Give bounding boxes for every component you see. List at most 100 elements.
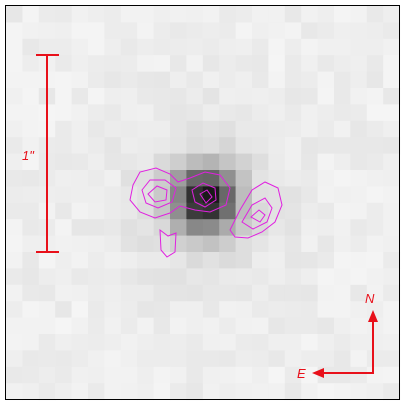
pixel [6, 153, 23, 171]
pixel [350, 317, 368, 335]
pixel [170, 334, 187, 351]
pixel [252, 55, 269, 73]
pixel [71, 317, 89, 335]
pixel [301, 153, 319, 171]
pixel [334, 170, 351, 187]
pixel [55, 6, 73, 23]
pixel [334, 219, 351, 237]
pixel [6, 268, 23, 286]
pixel [219, 88, 237, 105]
pixel [350, 284, 368, 302]
pixel [235, 219, 253, 237]
pixel [153, 301, 171, 319]
pixel [38, 22, 56, 40]
pixel [202, 71, 220, 89]
contour [241, 197, 273, 230]
pixel [268, 317, 286, 335]
pixel [219, 268, 237, 286]
pixel [22, 170, 40, 187]
pixel [88, 186, 105, 204]
pixel [22, 153, 40, 171]
pixel [317, 383, 335, 401]
pixel [334, 137, 351, 155]
pixel [252, 334, 269, 351]
pixel [120, 170, 138, 187]
pixel [284, 202, 302, 220]
pixel [301, 137, 319, 155]
pixel [383, 219, 401, 237]
pixel [317, 6, 335, 23]
pixel [120, 202, 138, 220]
pixel [268, 88, 286, 105]
pixel [6, 137, 23, 155]
pixel [219, 6, 237, 23]
pixel [55, 55, 73, 73]
pixel [317, 202, 335, 220]
pixel [284, 334, 302, 351]
pixel [366, 186, 384, 204]
pixel [219, 55, 237, 73]
pixel [153, 38, 171, 56]
pixel [350, 252, 368, 269]
pixel [6, 22, 23, 40]
pixel [383, 22, 401, 40]
pixel [301, 202, 319, 220]
pixel [104, 268, 122, 286]
pixel [366, 334, 384, 351]
pixel [235, 252, 253, 269]
pixel [202, 88, 220, 105]
pixel [137, 55, 155, 73]
pixel [104, 252, 122, 269]
pixel [71, 366, 89, 384]
pixel [366, 268, 384, 286]
pixel [104, 186, 122, 204]
pixel [235, 22, 253, 40]
pixel [55, 104, 73, 122]
pixel [252, 6, 269, 23]
pixel [55, 268, 73, 286]
pixel [252, 38, 269, 56]
pixel [219, 235, 237, 253]
pixel [350, 104, 368, 122]
pixel [383, 301, 401, 319]
pixel [219, 366, 237, 384]
pixel [284, 350, 302, 368]
pixel [284, 88, 302, 105]
pixel [71, 71, 89, 89]
pixel [235, 88, 253, 105]
pixel [88, 334, 105, 351]
pixel [284, 137, 302, 155]
pixel [22, 284, 40, 302]
contour [229, 181, 283, 239]
pixel [38, 317, 56, 335]
pixel [104, 350, 122, 368]
pixel [186, 317, 204, 335]
pixel [284, 317, 302, 335]
pixel [6, 55, 23, 73]
pixel [22, 350, 40, 368]
pixel [268, 71, 286, 89]
pixel [137, 120, 155, 138]
pixel [6, 383, 23, 401]
pixel [22, 202, 40, 220]
pixel [170, 301, 187, 319]
pixel [252, 317, 269, 335]
pixel [202, 153, 220, 171]
pixel [186, 366, 204, 384]
pixel [301, 301, 319, 319]
pixel [55, 334, 73, 351]
pixel [88, 137, 105, 155]
pixel [153, 268, 171, 286]
pixel [104, 366, 122, 384]
pixel [137, 170, 155, 187]
pixel [186, 22, 204, 40]
pixel [22, 71, 40, 89]
pixel [120, 88, 138, 105]
pixel [383, 55, 401, 73]
pixel [268, 383, 286, 401]
pixel [252, 71, 269, 89]
pixel [22, 334, 40, 351]
pixel [71, 383, 89, 401]
pixel [235, 202, 253, 220]
pixel [120, 301, 138, 319]
